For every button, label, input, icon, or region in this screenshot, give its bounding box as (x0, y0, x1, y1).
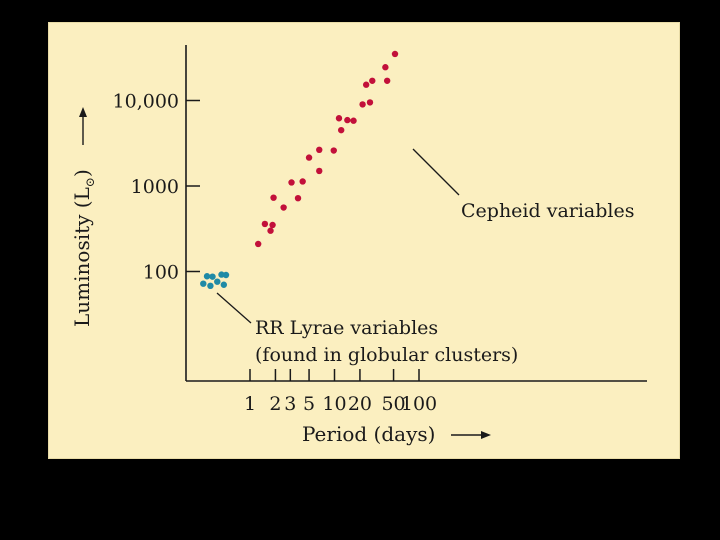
rr-lyrae-leader-line (216, 292, 252, 324)
cepheid-variables-point (362, 81, 370, 88)
cepheid-variables-point (382, 64, 389, 71)
cepheid-variables-point (267, 227, 274, 234)
y-tick-label: 100 (143, 262, 179, 284)
y-axis-title-sun-symbol: ⊙ (83, 177, 97, 187)
cepheid-leader-line (412, 148, 460, 196)
cepheid-variables-point (359, 101, 366, 108)
cepheid-variables-point (383, 77, 391, 84)
rr-lyrae-variables-point (200, 280, 207, 287)
annotations: Cepheid variables RR Lyrae variables (fo… (216, 148, 635, 366)
cepheid-variables-point (316, 146, 323, 154)
y-tick-label: 1000 (131, 176, 179, 198)
y-axis-title-group: Luminosity (L⊙) (70, 107, 97, 327)
x-tick-label: 2 (269, 393, 281, 415)
cepheid-variables-point (369, 77, 376, 84)
cepheid-variables-point (316, 167, 323, 175)
x-tick-label: 5 (303, 393, 315, 415)
rr-lyrae-annotation-sublabel: (found in globular clusters) (255, 344, 518, 366)
y-axis-ticks: 100 1000 10,000 (113, 91, 200, 284)
x-axis-title: Period (days) (302, 422, 435, 446)
y-axis-arrow-head (79, 107, 87, 117)
cepheid-variables-point (335, 115, 343, 122)
rr-lyrae-variables-point (203, 273, 211, 280)
y-axis-title-close: ) (70, 169, 94, 177)
cepheid-variables-point (269, 221, 276, 229)
x-tick-label: 1 (244, 393, 256, 415)
cepheid-variables-point (254, 240, 262, 248)
x-axis-arrow-head (481, 431, 491, 439)
cepheid-variables-point (305, 154, 313, 161)
x-axis-title-group: Period (days) (302, 422, 491, 446)
cepheid-variables-point (337, 126, 345, 134)
cepheid-variables-point (344, 116, 351, 124)
chart-panel: 1 2 3 5 10 20 50 100 100 1000 10,000 Cepheid vari… (48, 22, 680, 459)
x-tick-label: 100 (401, 393, 437, 415)
cepheid-variables-point (294, 194, 302, 202)
cepheid-annotation-label: Cepheid variables (461, 200, 635, 222)
cepheid-variables-point (350, 117, 357, 124)
rr-lyrae-annotation-label: RR Lyrae variables (255, 317, 438, 339)
rr-lyrae-variables-point (220, 281, 228, 288)
x-tick-label: 10 (322, 393, 346, 415)
y-axis-title: Luminosity (L⊙) (70, 169, 97, 327)
rr-lyrae-variables-point (222, 271, 230, 279)
cepheid-variables-point (270, 194, 277, 201)
data-points (200, 50, 399, 290)
rr-lyrae-variables-point (209, 273, 216, 280)
cepheid-variables-point (299, 178, 306, 185)
rr-lyrae-variables-point (207, 282, 214, 290)
cepheid-variables-point (366, 99, 374, 106)
cepheid-variables-point (391, 50, 399, 58)
x-tick-label: 50 (381, 393, 405, 415)
x-tick-label: 20 (348, 393, 372, 415)
x-tick-label: 3 (284, 393, 296, 415)
rr-lyrae-variables-point (214, 278, 221, 285)
cepheid-variables-point (261, 220, 269, 228)
cepheid-variables-point (280, 204, 287, 211)
cepheid-variables-point (288, 179, 295, 186)
y-tick-label: 10,000 (113, 91, 179, 113)
cepheid-variables-point (330, 147, 337, 154)
y-axis-title-main: Luminosity (L (70, 187, 94, 327)
